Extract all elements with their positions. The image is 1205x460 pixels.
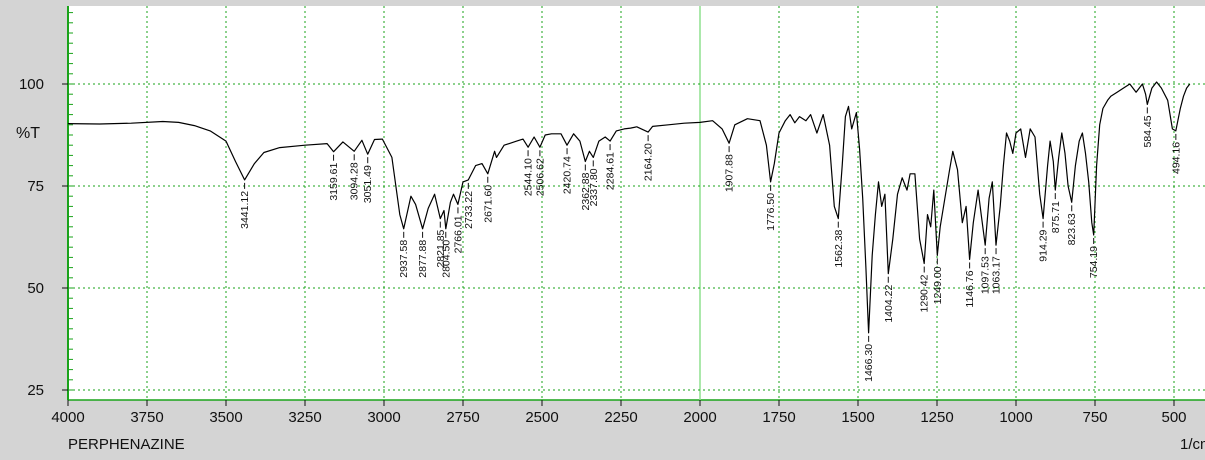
x-tick-label: 3250 — [288, 409, 321, 426]
x-tick-label: 4000 — [51, 409, 84, 426]
peak-label: 823.63 — [1066, 213, 1078, 245]
sample-name-label: PERPHENAZINE — [68, 436, 185, 453]
peak-label: 2877.88 — [417, 240, 429, 278]
y-axis-unit-label: %T — [16, 125, 40, 142]
peak-label: 2164.20 — [643, 143, 655, 181]
peak-label: 2733.22 — [463, 191, 475, 229]
x-tick-label: 3000 — [367, 409, 400, 426]
peak-label: 3441.12 — [239, 191, 251, 229]
peak-label: 2337.80 — [588, 168, 600, 206]
peak-label: 2506.62 — [534, 158, 546, 196]
peak-label: 1404.22 — [883, 285, 895, 323]
peak-label: 1776.50 — [765, 193, 777, 231]
x-tick-label: 3750 — [130, 409, 163, 426]
x-tick-label: 1750 — [762, 409, 795, 426]
peak-label: 1562.38 — [833, 229, 845, 267]
peak-label: 1249.00 — [932, 266, 944, 304]
y-tick-label: 75 — [27, 178, 44, 195]
peak-label: 875.71 — [1050, 201, 1062, 233]
y-tick-label: 100 — [19, 76, 44, 93]
x-tick-label: 2000 — [683, 409, 716, 426]
peak-label: 2284.61 — [605, 152, 617, 190]
x-tick-label: 2750 — [446, 409, 479, 426]
peak-label: 2821.85 — [435, 229, 447, 267]
peak-label: 3051.49 — [362, 165, 374, 203]
peak-label: 1466.30 — [863, 344, 875, 382]
x-tick-label: 1000 — [999, 409, 1032, 426]
x-tick-label: 2250 — [604, 409, 637, 426]
x-tick-label: 3500 — [209, 409, 242, 426]
peak-label: 914.29 — [1038, 229, 1050, 261]
peak-label: 3159.61 — [328, 163, 340, 201]
x-axis-unit-label: 1/cm — [1180, 436, 1205, 453]
x-tick-label: 500 — [1161, 409, 1186, 426]
x-tick-label: 750 — [1082, 409, 1107, 426]
x-tick-label: 1500 — [841, 409, 874, 426]
y-tick-label: 50 — [27, 280, 44, 297]
peak-label: 1097.53 — [980, 256, 992, 294]
peak-label: 1063.17 — [991, 256, 1003, 294]
peak-label: 2671.60 — [482, 185, 494, 223]
y-tick-label: 25 — [27, 382, 44, 399]
peak-label: 1907.88 — [724, 154, 736, 192]
peak-label: 2420.74 — [562, 156, 574, 194]
x-tick-label: 2500 — [525, 409, 558, 426]
peak-label: 3094.28 — [349, 162, 361, 200]
spectrum-line — [67, 81, 1191, 334]
x-tick-label: 1250 — [920, 409, 953, 426]
peak-label: 2937.58 — [398, 240, 410, 278]
peak-label: 2544.10 — [523, 158, 535, 196]
peak-label: 494.16 — [1170, 142, 1182, 174]
peak-label: 754.19 — [1088, 246, 1100, 278]
peak-label: 1146.76 — [964, 270, 976, 307]
peak-label: 2766.01 — [452, 215, 464, 253]
peak-label: 2804.50 — [440, 240, 452, 278]
peak-label: 1290.42 — [919, 274, 931, 312]
peak-label: 2362.88 — [580, 172, 592, 210]
peak-label: 584.45 — [1142, 115, 1154, 147]
